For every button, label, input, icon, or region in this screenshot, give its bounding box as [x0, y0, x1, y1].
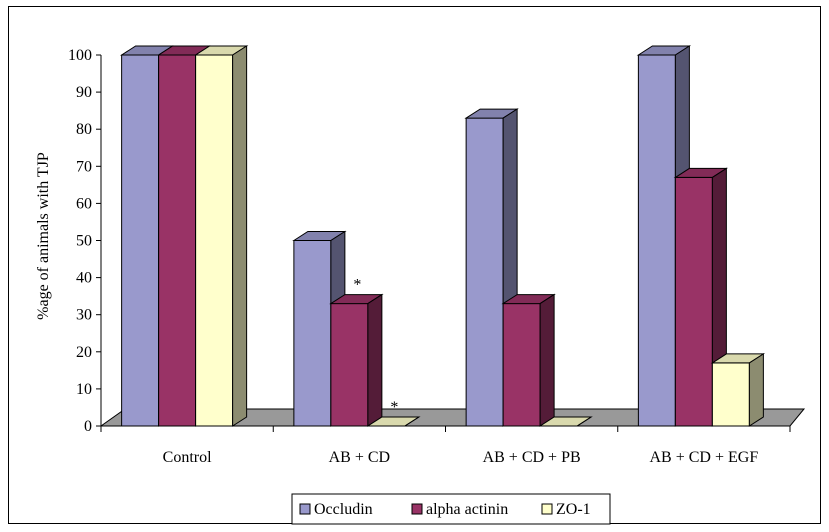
bar-side — [748, 353, 764, 427]
bar-front — [330, 303, 369, 427]
bar-side — [576, 416, 592, 427]
bar-side — [232, 45, 248, 427]
y-tick-label: 90 — [76, 84, 92, 101]
bar-front — [158, 54, 197, 427]
bar — [366, 416, 421, 427]
bar-front — [195, 54, 234, 427]
legend-item: ZO-1 — [541, 501, 591, 518]
legend-label: alpha actinin — [426, 501, 508, 518]
bar — [710, 353, 766, 427]
y-tick-label: 0 — [84, 418, 92, 435]
bar-front — [674, 176, 713, 427]
bar-front — [121, 54, 160, 427]
y-tick-label: 100 — [68, 47, 92, 64]
y-axis-label: %age of animals with TJP — [35, 152, 52, 320]
y-tick-label: 70 — [76, 158, 92, 175]
y-tick-label: 80 — [76, 121, 92, 138]
legend: Occludin alpha actinin ZO-1 — [291, 493, 611, 525]
legend-swatch — [541, 503, 553, 515]
text-layer: 0 10 20 30 40 50 60 70 80 90 100 Control AB + CD AB +… — [68, 47, 758, 466]
legend-item: alpha actinin — [411, 501, 508, 518]
bar — [329, 293, 384, 427]
annotation-asterisk: * — [390, 399, 398, 416]
bar — [538, 416, 593, 427]
y-tick-label: 50 — [76, 233, 92, 250]
y-tick-label: 20 — [76, 344, 92, 361]
legend-label: ZO-1 — [556, 501, 591, 518]
bars-layer — [119, 45, 766, 427]
bar-side — [404, 416, 420, 427]
bar-front — [465, 117, 504, 427]
legend-swatch — [411, 503, 423, 515]
bar-side — [539, 293, 555, 427]
x-category-label: Control — [163, 449, 212, 466]
y-tick-label: 30 — [76, 307, 92, 324]
x-category-label: AB + CD + PB — [483, 449, 581, 466]
y-tick-label: 40 — [76, 270, 92, 287]
bar — [501, 293, 556, 427]
bar-front — [711, 362, 750, 427]
legend-label: Occludin — [314, 501, 373, 518]
annotation-asterisk: * — [353, 277, 361, 294]
legend-box — [291, 493, 611, 525]
x-category-label: AB + CD — [329, 449, 390, 466]
legend-swatch — [299, 503, 311, 515]
y-tick-label: 10 — [76, 381, 92, 398]
y-tick-label: 60 — [76, 195, 92, 212]
bar-front — [502, 303, 541, 427]
legend-item: Occludin — [299, 501, 373, 518]
bar-front — [637, 54, 676, 427]
x-category-label: AB + CD + EGF — [650, 449, 759, 466]
bar-front — [293, 240, 332, 427]
bar-side — [367, 293, 383, 427]
bar — [193, 45, 249, 427]
